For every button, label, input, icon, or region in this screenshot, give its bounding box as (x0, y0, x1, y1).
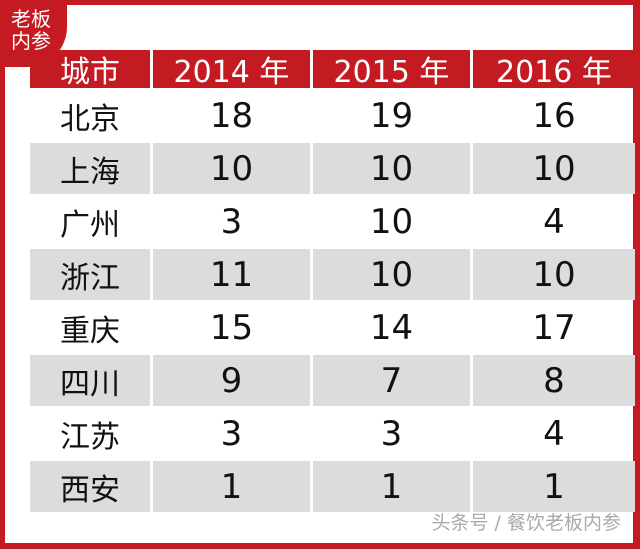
city-cell: 江苏 (60, 419, 120, 455)
value-cell: 10 (153, 143, 310, 194)
table-row: 江苏 3 3 4 (30, 408, 635, 459)
value-cell: 3 (380, 413, 403, 454)
city-cell: 重庆 (60, 313, 120, 349)
value-cell: 15 (209, 307, 254, 348)
table-row: 上海 10 10 10 (30, 143, 635, 194)
frame: 老板 内参 城市 2014 年 2015 年 2016 年 北京 18 19 16 上海 1… (5, 5, 635, 543)
header-cell: 2016 年 (473, 50, 635, 90)
value-cell: 18 (209, 95, 254, 136)
value-cell: 10 (313, 249, 470, 300)
city-cell: 北京 (60, 101, 120, 137)
value-cell: 17 (532, 307, 576, 348)
value-cell: 10 (473, 249, 635, 300)
value-cell: 10 (473, 143, 635, 194)
city-cell: 四川 (30, 355, 150, 406)
value-cell: 8 (473, 355, 635, 406)
city-cell: 浙江 (30, 249, 150, 300)
watermark: 头条号 / 餐饮老板内参 (431, 512, 621, 534)
table-header: 城市 2014 年 2015 年 2016 年 (30, 50, 635, 90)
value-cell: 10 (313, 143, 470, 194)
logo: 老板 内参 (5, 5, 67, 67)
table-row: 广州 3 10 4 (30, 196, 635, 247)
value-cell: 3 (220, 413, 243, 454)
header-cell: 2014 年 (153, 50, 310, 90)
data-table: 城市 2014 年 2015 年 2016 年 北京 18 19 16 上海 10 10 10… (30, 50, 635, 512)
table-row: 重庆 15 14 17 (30, 302, 635, 353)
table-row: 四川 9 7 8 (30, 355, 635, 406)
value-cell: 4 (543, 201, 565, 242)
value-cell: 1 (473, 461, 635, 512)
value-cell: 14 (369, 307, 414, 348)
value-cell: 7 (313, 355, 470, 406)
table-row: 西安 1 1 1 (30, 461, 635, 512)
value-cell: 4 (543, 413, 565, 454)
table-row: 北京 18 19 16 (30, 90, 635, 141)
city-cell: 西安 (30, 461, 150, 512)
value-cell: 1 (313, 461, 470, 512)
value-cell: 9 (153, 355, 310, 406)
value-cell: 11 (153, 249, 310, 300)
value-cell: 19 (369, 95, 414, 136)
table-row: 浙江 11 10 10 (30, 249, 635, 300)
value-cell: 1 (153, 461, 310, 512)
value-cell: 16 (532, 95, 576, 136)
header-cell: 2015 年 (313, 50, 470, 90)
value-cell: 10 (369, 201, 414, 242)
value-cell: 3 (220, 201, 243, 242)
city-cell: 广州 (60, 207, 120, 243)
city-cell: 上海 (30, 143, 150, 194)
